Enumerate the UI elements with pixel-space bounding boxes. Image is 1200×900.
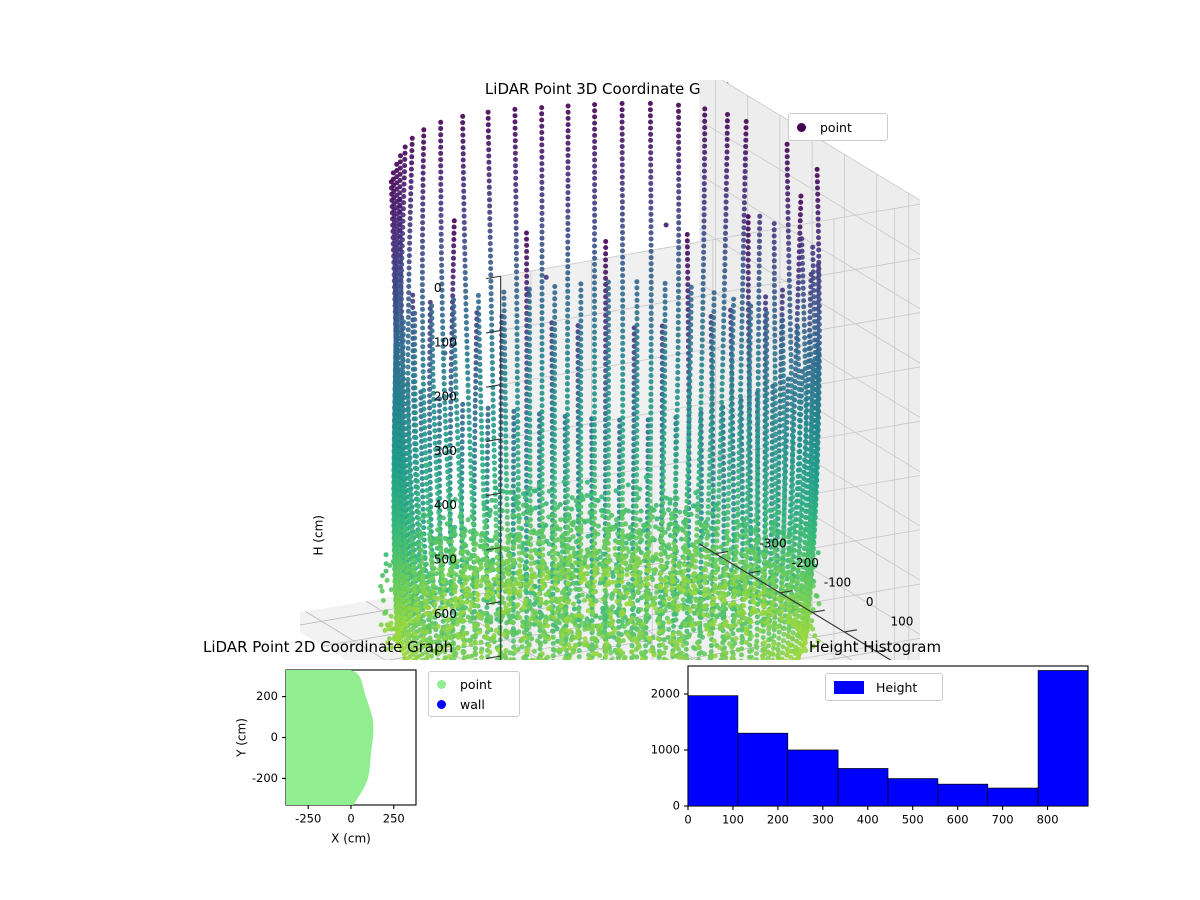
x-tick-label: 100 <box>722 813 744 827</box>
histogram-bar <box>1037 670 1089 807</box>
y-tick-label: 1000 <box>651 743 680 757</box>
z-tick-label: 500 <box>434 552 457 566</box>
height-histogram-plot: Height Histogram 0 100 200 300 400 500 600 700 8… <box>640 638 1110 863</box>
histogram-bar <box>987 787 1039 807</box>
legend-item-point: point <box>429 674 519 694</box>
histogram-canvas: 0 100 200 300 400 500 600 700 800 0 1000 2000 <box>651 665 1089 827</box>
z-tick-label: 300 <box>434 444 457 458</box>
height-bar-icon <box>834 680 864 694</box>
lidar-3d-plot: LiDAR Point 3D Coordinate Graph -300 -200… <box>300 80 920 660</box>
legend-label-point: point <box>820 119 852 135</box>
x-tick-label: -250 <box>295 812 321 826</box>
point-marker-icon <box>797 122 806 132</box>
x-tick-label: 0 <box>866 595 874 609</box>
plot3d-legend[interactable]: point <box>788 113 888 141</box>
histogram-title: Height Histogram <box>808 638 942 656</box>
z-tick-label: 200 <box>434 390 457 404</box>
plot3d-axis-labels: -300-200-1000100200300-300-200-100010020… <box>311 281 913 629</box>
y-tick-label: 2000 <box>651 687 680 701</box>
z-tick-label: 100 <box>434 335 457 349</box>
x-axis-label: X (cm) <box>331 832 371 846</box>
legend-label-wall: wall <box>460 696 485 712</box>
y-axis-label: Y (cm) <box>235 718 249 758</box>
histogram-bar <box>737 732 789 807</box>
z-axis-label: H (cm) <box>311 515 325 556</box>
x-tick-label: 600 <box>947 813 969 827</box>
legend-item-height: Height <box>826 677 942 697</box>
x-tick-label: 250 <box>383 812 405 826</box>
plot2d-points <box>286 670 374 805</box>
histogram-bar <box>887 778 939 807</box>
legend-label-height: Height <box>876 679 918 695</box>
histogram-bar <box>837 768 889 807</box>
plot3d-axis-lines <box>486 275 892 660</box>
lidar-2d-plot: LiDAR Point 2D Coordinate Graph -250 0 250… <box>200 638 530 863</box>
legend-item-wall: wall <box>429 694 519 714</box>
point-scatter-region <box>286 670 374 805</box>
histogram-axis: 0 100 200 300 400 500 600 700 800 0 1000 2000 <box>651 687 1059 827</box>
histogram-bar <box>787 749 839 807</box>
plot2d-title: LiDAR Point 2D Coordinate Graph <box>203 638 454 656</box>
x-tick-label: 100 <box>890 615 913 629</box>
x-tick-label: 500 <box>902 813 924 827</box>
point-marker-icon <box>437 679 446 689</box>
wall-marker-icon <box>437 699 446 709</box>
plot2d-axis: -250 0 250 -200 0 200 X (cm) Y (cm) <box>235 689 405 845</box>
x-tick-label: 800 <box>1037 813 1059 827</box>
z-tick-label: 400 <box>434 498 457 512</box>
histogram-bars <box>687 670 1089 807</box>
plot3d-title: LiDAR Point 3D Coordinate Graph <box>484 80 736 98</box>
y-tick-label: 0 <box>271 730 278 744</box>
plot3d-point-cloud <box>378 101 822 660</box>
legend-label-point: point <box>460 676 492 692</box>
x-tick-label: 300 <box>812 813 834 827</box>
plot3d-canvas: -300-200-1000100200300-300-200-100010020… <box>300 80 920 660</box>
histogram-bar <box>937 783 989 807</box>
x-tick-label: 0 <box>347 812 354 826</box>
x-tick-label: 700 <box>992 813 1014 827</box>
z-tick-label: 0 <box>434 281 442 295</box>
y-tick-label: -200 <box>252 771 278 785</box>
y-tick-label: 0 <box>673 799 680 813</box>
plot2d-legend[interactable]: point wall <box>428 671 520 717</box>
legend-item-point: point <box>789 117 887 137</box>
x-tick-label: 0 <box>684 813 691 827</box>
x-tick-label: -100 <box>824 575 851 589</box>
x-tick-label: -200 <box>792 556 819 570</box>
x-tick-label: 200 <box>767 813 789 827</box>
z-tick-label: 600 <box>434 607 457 621</box>
histogram-legend[interactable]: Height <box>825 673 943 701</box>
y-tick-label: 200 <box>256 689 278 703</box>
plot2d-canvas: -250 0 250 -200 0 200 X (cm) Y (cm) <box>235 669 417 846</box>
histogram-bar <box>687 695 739 807</box>
x-tick-label: 400 <box>857 813 879 827</box>
x-tick-label: -300 <box>759 536 786 550</box>
